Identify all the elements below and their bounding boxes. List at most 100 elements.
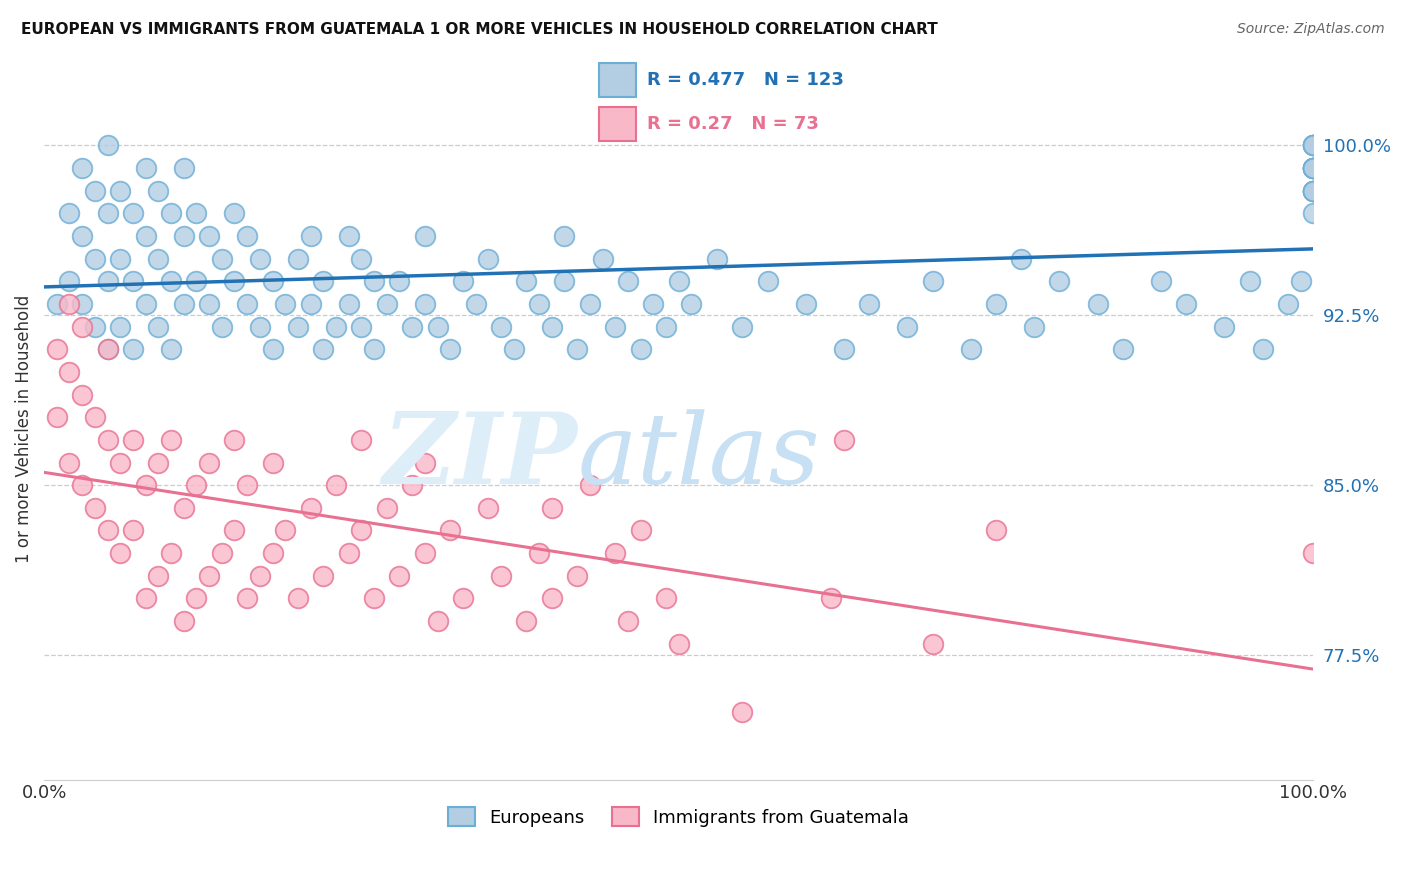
- Point: [173, 161, 195, 175]
- Point: [1302, 184, 1324, 198]
- Point: [135, 161, 157, 175]
- Point: [312, 568, 335, 582]
- Point: [110, 546, 132, 560]
- Point: [97, 274, 120, 288]
- Point: [553, 229, 575, 244]
- Point: [363, 343, 385, 357]
- Text: R = 0.27   N = 73: R = 0.27 N = 73: [647, 115, 818, 133]
- Point: [249, 568, 271, 582]
- Point: [477, 252, 499, 266]
- Point: [45, 297, 67, 311]
- Point: [312, 343, 335, 357]
- Point: [224, 206, 246, 220]
- Point: [515, 274, 537, 288]
- Point: [198, 297, 221, 311]
- Point: [122, 433, 145, 447]
- Point: [502, 343, 524, 357]
- Point: [45, 410, 67, 425]
- Point: [668, 274, 690, 288]
- Point: [83, 319, 105, 334]
- Point: [135, 478, 157, 492]
- Point: [211, 546, 233, 560]
- Point: [350, 524, 373, 538]
- Point: [249, 252, 271, 266]
- Point: [70, 319, 93, 334]
- Point: [211, 252, 233, 266]
- Point: [97, 433, 120, 447]
- Point: [413, 546, 436, 560]
- Point: [731, 705, 754, 719]
- Point: [489, 568, 512, 582]
- Point: [160, 274, 183, 288]
- Text: R = 0.477   N = 123: R = 0.477 N = 123: [647, 70, 844, 88]
- Point: [489, 319, 512, 334]
- Point: [350, 433, 373, 447]
- Point: [350, 252, 373, 266]
- Text: ZIP: ZIP: [382, 409, 576, 505]
- Point: [211, 319, 233, 334]
- Point: [756, 274, 779, 288]
- Point: [186, 591, 208, 606]
- Point: [173, 500, 195, 515]
- Point: [83, 184, 105, 198]
- Point: [858, 297, 880, 311]
- Bar: [599, 63, 636, 96]
- Point: [186, 274, 208, 288]
- Point: [1302, 184, 1324, 198]
- Point: [1087, 297, 1109, 311]
- Point: [287, 319, 309, 334]
- Point: [655, 319, 678, 334]
- Point: [655, 591, 678, 606]
- Text: atlas: atlas: [576, 409, 820, 504]
- Point: [97, 138, 120, 153]
- Point: [605, 319, 627, 334]
- Point: [236, 478, 259, 492]
- Point: [58, 297, 80, 311]
- Point: [325, 319, 347, 334]
- Point: [186, 478, 208, 492]
- Point: [984, 297, 1007, 311]
- Point: [350, 319, 373, 334]
- Point: [110, 319, 132, 334]
- Point: [262, 546, 284, 560]
- Point: [58, 456, 80, 470]
- Point: [451, 591, 474, 606]
- Point: [630, 524, 652, 538]
- Point: [1239, 274, 1261, 288]
- Bar: [599, 107, 636, 141]
- Point: [579, 297, 602, 311]
- Point: [325, 478, 347, 492]
- Point: [375, 500, 398, 515]
- Point: [363, 591, 385, 606]
- Point: [1175, 297, 1198, 311]
- Point: [630, 343, 652, 357]
- Point: [451, 274, 474, 288]
- Point: [921, 274, 943, 288]
- Point: [515, 614, 537, 628]
- Point: [1302, 161, 1324, 175]
- Point: [97, 343, 120, 357]
- Point: [668, 637, 690, 651]
- Point: [1302, 161, 1324, 175]
- Point: [579, 478, 602, 492]
- Point: [832, 433, 855, 447]
- Point: [1112, 343, 1135, 357]
- Point: [401, 478, 423, 492]
- Text: Source: ZipAtlas.com: Source: ZipAtlas.com: [1237, 22, 1385, 37]
- Point: [832, 343, 855, 357]
- Point: [553, 274, 575, 288]
- Point: [388, 568, 411, 582]
- Point: [97, 206, 120, 220]
- Point: [439, 524, 461, 538]
- Point: [413, 229, 436, 244]
- Point: [97, 343, 120, 357]
- Point: [413, 297, 436, 311]
- Point: [198, 229, 221, 244]
- Point: [643, 297, 665, 311]
- Point: [1302, 161, 1324, 175]
- Point: [70, 297, 93, 311]
- Point: [565, 343, 588, 357]
- Point: [312, 274, 335, 288]
- Point: [540, 500, 562, 515]
- Point: [375, 297, 398, 311]
